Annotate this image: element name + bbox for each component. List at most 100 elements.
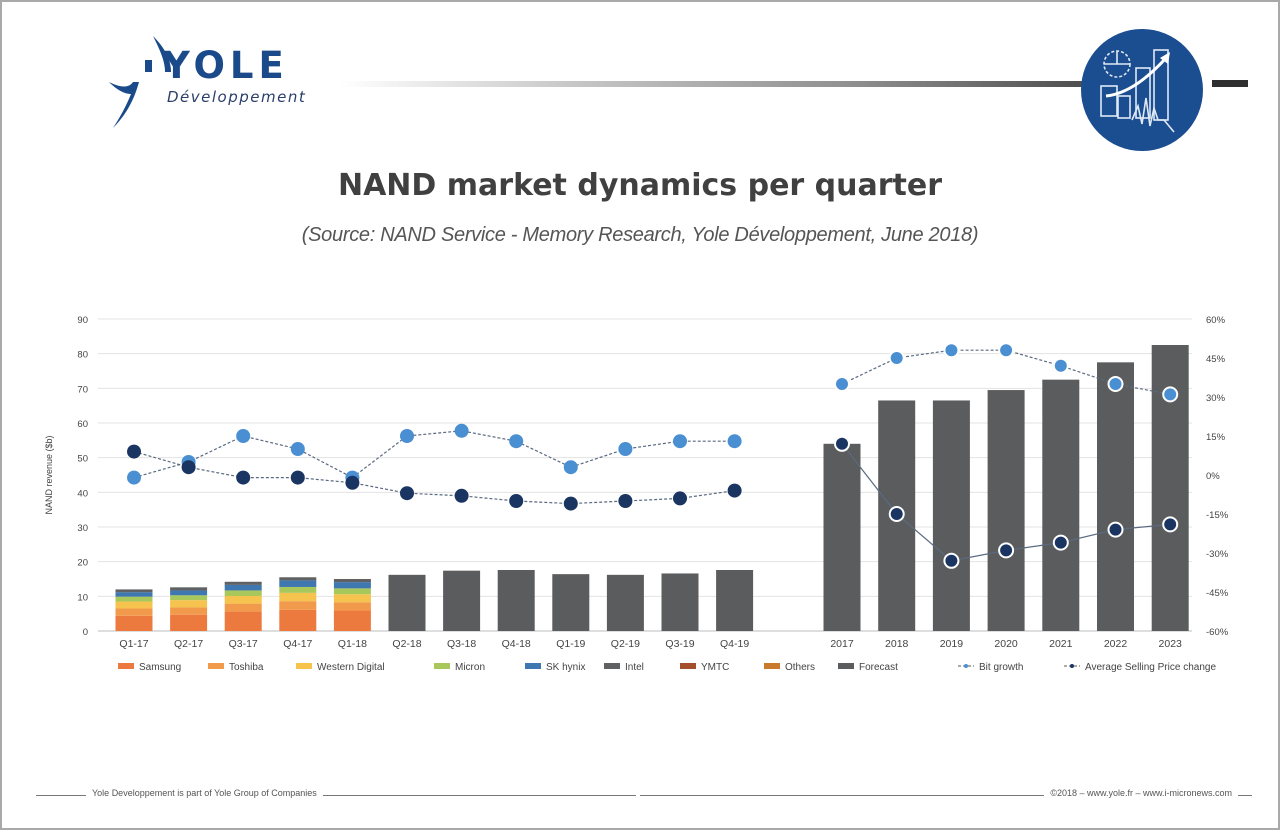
yole-logo: YOLE Développement [105,32,315,132]
asp-change-point [345,475,360,490]
bar-segment-intel [279,577,317,581]
bit-growth-annual-point [1162,386,1179,403]
x-tick-label: 2022 [1104,638,1128,650]
x-tick-label: Q4-19 [720,638,749,650]
y-tick-label: 70 [77,384,88,395]
bar-segment-toshiba [115,608,153,616]
legend-label: Bit growth [979,662,1023,673]
bit-growth-point [236,429,251,443]
y2-tick-label: -60% [1206,627,1229,638]
forecast-bar [497,569,535,631]
legend-swatch [838,663,854,669]
bit-growth-annual-point [1107,376,1124,392]
bit-growth-point [400,429,414,443]
x-tick-label: 2017 [830,638,854,650]
x-tick-label: 2023 [1159,638,1183,650]
y2-tick-label: 45% [1206,354,1226,365]
asp-change-annual-point [1107,521,1124,538]
x-tick-label: Q3-18 [447,638,476,650]
asp-change-point [181,460,196,475]
market-research-badge-icon [1081,29,1203,151]
y-tick-label: 0 [83,627,88,638]
footer-right: ©2018 – www.yole.fr – www.i-micronews.co… [640,788,1252,802]
asp-change-line [133,451,735,505]
bar-segment-toshiba [279,601,317,610]
footer-rule [640,795,1252,796]
y-tick-label: 80 [77,350,88,361]
bar-segment-intel [170,587,208,591]
annual-bar [932,400,970,631]
footer-copyright-text: ©2018 – www.yole.fr – www.i-micronews.co… [1044,788,1238,798]
legend-label: Toshiba [229,662,264,673]
page-title: NAND market dynamics per quarter [337,168,943,203]
legend-label: Others [785,662,815,673]
legend-label: YMTC [701,662,729,673]
bar-segment-western-digital [333,594,371,603]
bar-segment-sk-hynix [279,580,317,587]
x-tick-label: Q1-18 [338,638,367,650]
asp-change-point [290,470,305,485]
bar-segment-sk-hynix [333,582,371,589]
y2-tick-label: -30% [1206,549,1229,560]
x-tick-label: Q3-19 [665,638,694,650]
forecast-bar [552,574,590,631]
bar-segment-intel [333,579,371,583]
x-tick-label: Q4-17 [283,638,312,650]
legend-marker [1070,664,1074,668]
bar-segment-western-digital [224,595,262,604]
legend-label: Forecast [859,662,898,673]
y-tick-label: 60 [77,419,88,430]
legend-label: Samsung [139,662,181,673]
bar-segment-samsung [333,610,371,631]
bit-growth-annual-point [888,350,905,366]
bar-segment-western-digital [279,592,317,602]
legend-label: Average Selling Price change [1085,662,1216,673]
x-tick-label: 2020 [994,638,1018,650]
bar-segment-toshiba [170,607,208,615]
asp-change-point [563,496,578,511]
bit-growth-point [563,460,578,475]
legend-label: Western Digital [317,662,385,673]
bit-growth-point [454,423,469,438]
forecast-bar [661,573,699,631]
legend-label: Intel [625,662,644,673]
legend-swatch [764,663,780,669]
bar-segment-samsung [279,609,317,631]
y2-tick-label: 0% [1206,471,1220,482]
asp-change-annual-point [998,542,1015,559]
bit-growth-point [127,470,141,485]
asp-change-annual-point [1052,534,1069,551]
annual-bar [987,390,1025,631]
x-tick-label: Q2-17 [174,638,203,650]
y-tick-label: 90 [77,315,88,326]
footer-rule [36,795,636,796]
x-tick-label: 2018 [885,638,909,650]
bit-growth-annual-point [1052,357,1069,374]
bar-segment-samsung [170,614,208,631]
bar-segment-toshiba [333,602,371,611]
bar-segment-intel [224,581,262,585]
header-rule-end [1212,80,1248,87]
logo-subtitle: Développement [167,88,307,106]
bar-segment-western-digital [170,600,208,608]
legend-swatch [118,663,134,669]
bit-growth-point [290,442,305,456]
annual-bar [823,443,861,631]
asp-change-point [454,488,469,503]
x-tick-label: 2019 [940,638,964,650]
asp-change-point [727,483,742,498]
y-tick-label: 40 [77,488,88,499]
y2-tick-label: -45% [1206,588,1229,599]
bit-growth-line [133,430,735,479]
y2-tick-label: 30% [1206,393,1226,404]
bar-segment-micron [170,595,208,601]
legend-swatch [680,663,696,669]
asp-change-point [509,494,524,508]
header-gradient-rule [340,81,1085,87]
x-tick-label: Q1-19 [556,638,585,650]
page-subtitle: (Source: NAND Service - Memory Research,… [301,224,979,246]
asp-change-annual-point [1162,516,1179,533]
bit-growth-annual-point [998,342,1015,359]
legend-swatch [296,663,312,669]
